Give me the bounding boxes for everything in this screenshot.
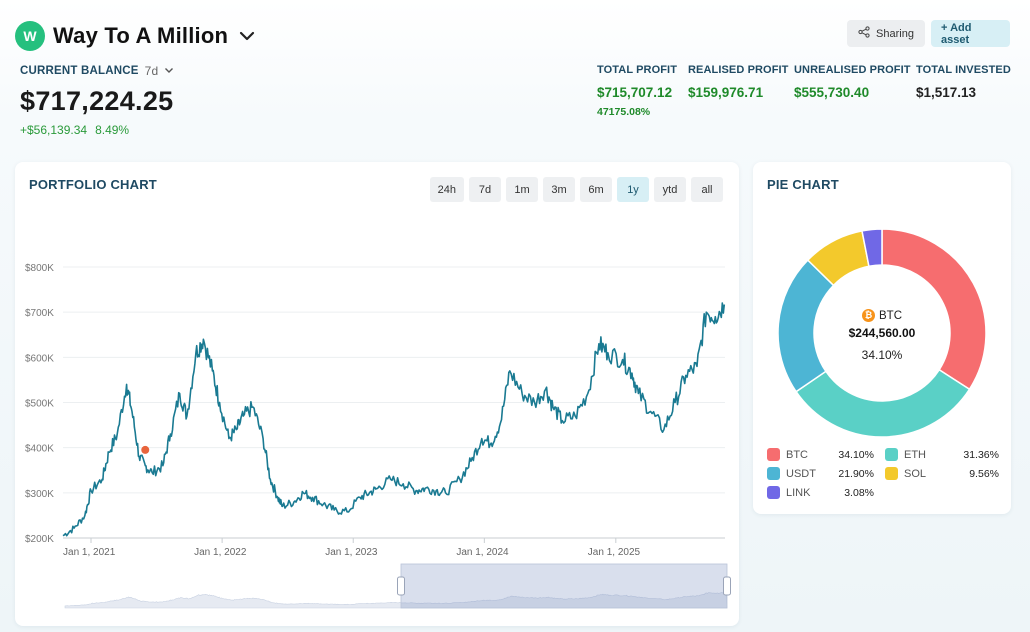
- stat-label: UNREALISED PROFIT: [794, 64, 911, 76]
- x-tick-label: Jan 1, 2023: [325, 547, 378, 558]
- y-tick-label: $600K: [25, 353, 54, 364]
- legend-label: LINK: [786, 486, 811, 499]
- pie-slice-link[interactable]: [861, 228, 883, 268]
- legend-label: ETH: [904, 448, 926, 461]
- balance-change-percent: 8.49%: [95, 123, 130, 137]
- pie-slice-btc[interactable]: [881, 228, 987, 391]
- legend-swatch: [885, 467, 898, 480]
- balance-value: $717,224.25: [20, 86, 174, 116]
- pie-center-asset-name: BTC: [879, 309, 902, 322]
- chart-marker-point[interactable]: [141, 445, 150, 454]
- pie-legend-item-usdt[interactable]: USDT: [767, 467, 816, 480]
- current-balance: CURRENT BALANCE 7d $717,224.25 +$56,139.…: [20, 64, 174, 137]
- portfolio-header: W Way To A Million: [15, 18, 258, 54]
- stat-realised-profit: REALISED PROFIT $159,976.71: [688, 64, 789, 100]
- share-icon: [858, 26, 870, 41]
- stat-subvalue: 47175.08%: [597, 106, 651, 118]
- balance-change: +$56,139.34 8.49%: [20, 123, 174, 137]
- range-button-ytd[interactable]: ytd: [654, 177, 686, 202]
- navigator-handle-left[interactable]: [397, 576, 405, 596]
- pie-legend-item-link[interactable]: LINK: [767, 486, 810, 499]
- navigator-area: [64, 591, 728, 609]
- range-button-1y[interactable]: 1y: [617, 177, 649, 202]
- bitcoin-icon: ₿: [862, 309, 875, 322]
- legend-swatch: [767, 467, 780, 480]
- y-tick-label: $800K: [25, 263, 54, 274]
- pie-chart-card: PIE CHART ₿ BTC $244,560.00 34.10% BTC 34…: [753, 162, 1011, 514]
- stat-value: $159,976.71: [688, 85, 764, 100]
- sharing-label: Sharing: [876, 27, 914, 40]
- y-tick-label: $700K: [25, 308, 54, 319]
- stat-label: TOTAL INVESTED: [916, 64, 1011, 76]
- legend-swatch: [885, 448, 898, 461]
- legend-percent: 9.56%: [969, 468, 999, 480]
- pie-slice-eth[interactable]: [795, 368, 971, 438]
- pie-center-percent: 34.10%: [861, 348, 903, 362]
- range-selector: 24h 7d 1m 3m 6m 1y ytd all: [429, 177, 723, 202]
- balance-period-selector[interactable]: 7d: [144, 64, 159, 78]
- chevron-down-icon[interactable]: [236, 25, 258, 47]
- portfolio-line-series: [62, 302, 726, 537]
- chevron-down-icon[interactable]: [164, 65, 174, 77]
- portfolio-chart-title: PORTFOLIO CHART: [29, 177, 157, 192]
- stat-total-profit: TOTAL PROFIT $715,707.12 47175.08%: [597, 64, 677, 118]
- stat-total-invested: TOTAL INVESTED $1,517.13: [916, 64, 1011, 100]
- legend-percent: 3.08%: [844, 487, 874, 499]
- pie-center-asset: ₿ BTC: [753, 305, 1011, 323]
- sharing-button[interactable]: Sharing: [847, 20, 925, 47]
- stat-value: $555,730.40: [794, 85, 870, 100]
- x-tick-label: Jan 1, 2022: [194, 547, 247, 558]
- add-asset-button[interactable]: + Add asset: [931, 20, 1010, 47]
- pie-chart-title: PIE CHART: [767, 177, 839, 192]
- pie-legend-item-sol[interactable]: SOL: [885, 467, 926, 480]
- balance-change-amount: +$56,139.34: [20, 123, 88, 137]
- portfolio-chart-svg: $200K $300K $400K $500K $600K $700K $800K Jan 1…: [25, 263, 731, 609]
- x-tick-label: Jan 1, 2025: [588, 547, 641, 558]
- legend-percent: 31.36%: [963, 449, 999, 461]
- legend-label: BTC: [786, 448, 808, 461]
- portfolio-title[interactable]: Way To A Million: [53, 23, 229, 48]
- pie-legend-item-btc[interactable]: BTC: [767, 448, 808, 461]
- legend-percent: 34.10%: [838, 449, 874, 461]
- navigator-selection[interactable]: [400, 563, 728, 609]
- portfolio-avatar: W: [15, 21, 45, 51]
- stat-label: REALISED PROFIT: [688, 64, 789, 76]
- pie-legend-item-eth[interactable]: ETH: [885, 448, 926, 461]
- x-tick-label: Jan 1, 2024: [456, 547, 509, 558]
- balance-label: CURRENT BALANCE: [20, 65, 139, 77]
- range-button-6m[interactable]: 6m: [580, 177, 612, 202]
- stat-value: $715,707.12: [597, 85, 673, 100]
- navigator-handle-right[interactable]: [723, 576, 731, 596]
- stat-unrealised-profit: UNREALISED PROFIT $555,730.40: [794, 64, 911, 100]
- x-tick-label: Jan 1, 2021: [63, 547, 116, 558]
- range-button-7d[interactable]: 7d: [469, 177, 501, 202]
- legend-swatch: [767, 486, 780, 499]
- chart-navigator[interactable]: [64, 563, 731, 609]
- y-tick-label: $200K: [25, 534, 54, 545]
- top-actions: Sharing + Add asset: [847, 20, 1010, 47]
- pie-center-value: $244,560.00: [848, 326, 916, 340]
- legend-label: USDT: [786, 467, 816, 480]
- y-tick-label: $500K: [25, 399, 54, 410]
- portfolio-chart-card: $200K $300K $400K $500K $600K $700K $800K Jan 1…: [15, 162, 739, 626]
- range-button-3m[interactable]: 3m: [543, 177, 575, 202]
- legend-percent: 21.90%: [838, 468, 874, 480]
- legend-label: SOL: [904, 467, 927, 480]
- range-button-24h[interactable]: 24h: [429, 177, 464, 202]
- range-button-all[interactable]: all: [691, 177, 723, 202]
- range-button-1m[interactable]: 1m: [506, 177, 538, 202]
- y-tick-label: $400K: [25, 444, 54, 455]
- stat-label: TOTAL PROFIT: [597, 64, 678, 76]
- legend-swatch: [767, 448, 780, 461]
- y-tick-label: $300K: [25, 489, 54, 500]
- add-asset-label: + Add asset: [941, 21, 972, 46]
- pie-chart-svg: [777, 228, 987, 438]
- stat-value: $1,517.13: [916, 85, 977, 100]
